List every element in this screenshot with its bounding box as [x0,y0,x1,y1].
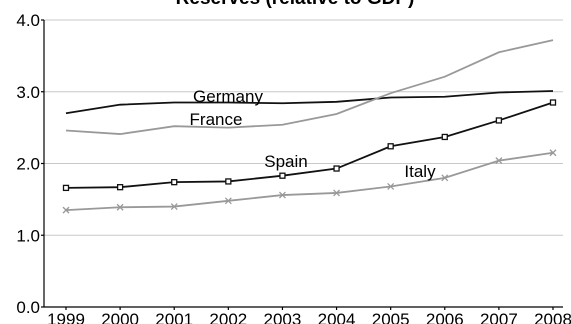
data-point-spain [116,184,124,191]
series-line-spain [65,101,554,189]
x-tick-label: 2006 [426,310,464,324]
x-tick-label: 2007 [480,310,518,324]
data-point-spain [225,178,232,185]
y-tick-label: 3.0 [16,83,40,102]
y-tick-label: 2.0 [16,155,40,174]
series-line-france [65,39,554,135]
data-point-spain [62,184,70,192]
data-point-italy [224,197,232,205]
series-label-france: France [190,110,243,129]
x-tick-labels: 1999 2000 2001 2002 2003 2004 2005 2006 2007 2008 [47,310,571,324]
x-tick-label: 2008 [534,310,571,324]
data-point-spain [495,117,503,124]
series-label-germany: Germany [193,87,263,106]
x-tick-label: 2004 [318,310,356,324]
x-tick-label: 2003 [264,310,302,324]
x-tick-label: 2001 [155,310,193,324]
data-point-spain [387,143,394,150]
series-line-italy [65,151,554,212]
x-tick-label: 2002 [209,310,247,324]
series-label-italy: Italy [404,162,436,181]
data-point-spain [333,165,340,172]
data-point-italy [441,174,449,182]
data-point-italy [116,203,124,211]
data-point-italy [62,206,70,214]
data-point-italy [333,189,341,197]
series-line-germany [65,90,554,115]
series-markers [62,99,557,214]
data-point-italy [278,191,286,199]
y-tick-label: 0.0 [16,298,40,317]
x-tick-label: 1999 [47,310,85,324]
data-point-spain [441,133,448,141]
data-point-italy [170,203,178,211]
y-tick-labels: 0.0 1.0 2.0 3.0 4.0 [16,11,40,317]
data-point-italy [549,149,557,157]
data-point-italy [387,183,395,190]
data-point-spain [549,99,557,106]
grid-lines [44,19,563,236]
x-tick-label: 2005 [372,310,410,324]
series-labels: Germany France Spain Italy [190,87,437,181]
data-point-italy [495,157,503,165]
series-label-spain: Spain [264,152,307,171]
data-point-spain [171,179,178,186]
series-lines [65,39,554,212]
chart-title: Reserves (relative to GDP) [176,0,415,9]
x-tick-label: 2000 [101,310,139,324]
y-tick-label: 4.0 [16,11,40,30]
y-tick-label: 1.0 [16,226,40,245]
axes [41,19,563,310]
data-point-spain [279,172,286,179]
